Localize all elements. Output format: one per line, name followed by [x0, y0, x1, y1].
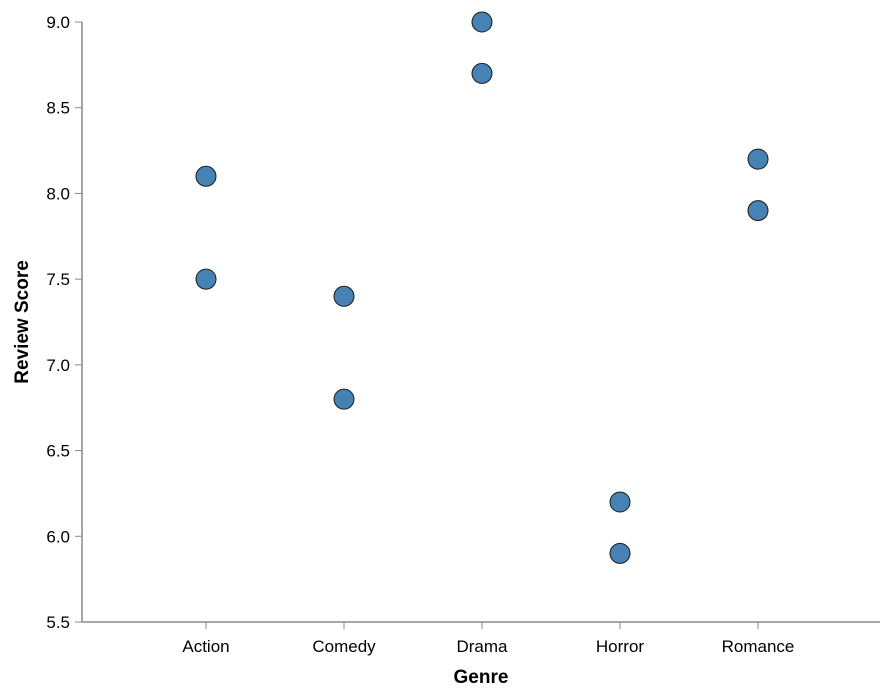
- data-point-comedy: [333, 285, 355, 307]
- x-axis-title: Genre: [454, 667, 509, 688]
- y-tick-label: 8.0: [46, 184, 70, 203]
- y-tick-label: 7.5: [46, 270, 70, 289]
- y-tick-label: 7.0: [46, 356, 70, 375]
- x-tick-label: Comedy: [312, 637, 376, 656]
- data-point-drama: [471, 62, 493, 84]
- data-point-horror: [609, 542, 631, 564]
- y-tick-label: 9.0: [46, 13, 70, 32]
- y-tick-label: 8.5: [46, 99, 70, 118]
- data-points: [195, 11, 769, 564]
- x-axis-ticks: Action Comedy Drama Horror Romance: [182, 622, 794, 656]
- y-axis-title: Review Score: [12, 260, 33, 384]
- x-tick-label: Horror: [596, 637, 645, 656]
- data-point-horror: [609, 491, 631, 513]
- y-tick-label: 5.5: [46, 613, 70, 632]
- data-point-romance: [747, 200, 769, 222]
- y-tick-label: 6.0: [46, 527, 70, 546]
- x-tick-label: Drama: [456, 637, 508, 656]
- data-point-romance: [747, 148, 769, 170]
- y-tick-label: 6.5: [46, 442, 70, 461]
- data-point-action: [195, 165, 217, 187]
- x-tick-label: Action: [182, 637, 229, 656]
- data-point-comedy: [333, 388, 355, 410]
- plot-area: 5.5 6.0 6.5 7.0 7.5 8.0 8.5 9.0 Action Comedy Dra…: [46, 11, 880, 656]
- x-tick-label: Romance: [722, 637, 795, 656]
- data-point-drama: [471, 11, 493, 33]
- y-axis-ticks: 5.5 6.0 6.5 7.0 7.5 8.0 8.5 9.0: [46, 13, 82, 632]
- data-point-action: [195, 268, 217, 290]
